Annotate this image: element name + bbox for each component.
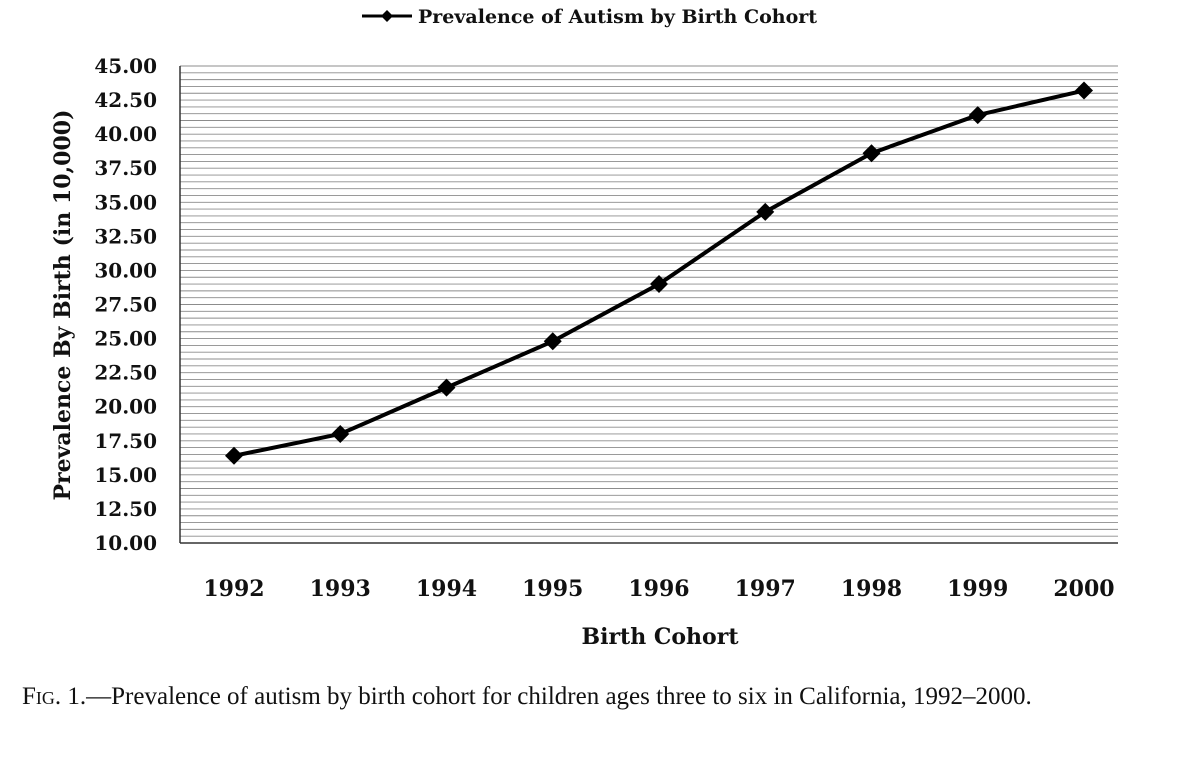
x-axis-label: Birth Cohort [582,624,740,650]
y-tick-label: 25.00 [94,327,157,351]
x-tick-label: 1997 [735,576,796,602]
figure-caption: Fig. 1.—Prevalence of autism by birth co… [22,680,1172,714]
x-tick-label: 1999 [947,576,1008,602]
legend-label: Prevalence of Autism by Birth Cohort [418,6,817,28]
y-tick-label: 30.00 [94,258,157,282]
x-tick-label: 1994 [416,576,477,602]
data-point [437,378,456,397]
y-tick-label: 22.50 [94,361,157,385]
data-point [543,332,562,351]
data-point [650,275,668,294]
x-tick-label: 1996 [628,576,689,602]
x-tick-label: 1992 [203,576,264,602]
data-point [862,144,881,163]
data-point [968,106,987,125]
x-tick-label: 1993 [310,576,371,602]
data-point [331,424,350,443]
y-tick-label: 17.50 [94,429,157,453]
y-axis-label: Prevalence By Birth (in 10,000) [50,110,76,501]
y-tick-label: 37.50 [94,156,157,180]
y-tick-labels: 45.00 42.50 40.00 37.50 35.00 32.50 30.00 27.50… [94,54,157,555]
series-line [233,88,1085,458]
chart: 45.00 42.50 40.00 37.50 35.00 32.50 30.00 27.50… [50,6,1118,650]
data-point [1075,81,1093,100]
y-tick-label: 20.00 [94,395,157,419]
data-point [225,446,243,465]
y-tick-label: 32.50 [94,224,157,248]
grid-lines [180,65,1118,537]
x-tick-labels: 1992 1993 1994 1995 1996 1997 1998 1999 2000 [203,576,1114,602]
caption-label: Fig. 1. [22,683,87,710]
y-tick-label: 12.50 [94,497,157,521]
y-tick-label: 10.00 [94,531,157,555]
y-tick-label: 45.00 [94,54,157,78]
y-tick-label: 42.50 [94,88,157,112]
x-tick-label: 1995 [522,576,583,602]
legend: Prevalence of Autism by Birth Cohort [362,6,817,28]
y-tick-label: 35.00 [94,190,157,214]
y-tick-label: 40.00 [94,122,157,146]
series-prevalence [225,81,1093,465]
x-tick-label: 2000 [1053,576,1114,602]
data-point [756,202,775,221]
legend-marker [381,10,393,22]
y-tick-label: 27.50 [94,293,157,317]
caption-text: —Prevalence of autism by birth cohort fo… [86,683,1032,710]
x-tick-label: 1998 [841,576,902,602]
y-tick-label: 15.00 [94,463,157,487]
